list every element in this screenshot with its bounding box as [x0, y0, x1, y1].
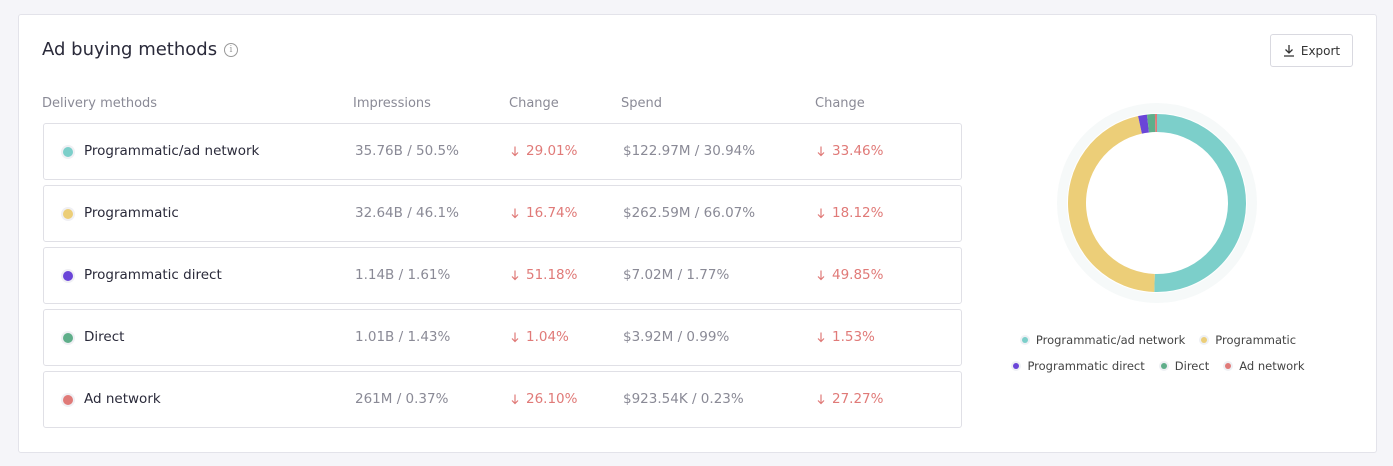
cell-text: 261M / 0.37%: [355, 391, 449, 407]
column-header: Spend: [621, 96, 662, 111]
legend-dot: [1201, 337, 1208, 343]
change-value: 49.85%: [832, 267, 884, 283]
table-row: Programmatic/ad network 35.76B / 50.5% 29.…: [43, 123, 962, 180]
cell-text: 1.14B / 1.61%: [355, 267, 451, 283]
legend-item: Direct: [1160, 359, 1210, 373]
arrow-shape: [511, 146, 519, 157]
down-arrow: [817, 208, 825, 219]
change-cell: 51.18%: [511, 248, 577, 303]
method-name: Programmatic/ad network: [84, 143, 260, 159]
change-cell: 27.27%: [817, 372, 883, 427]
down-arrow: [817, 394, 825, 405]
down-arrow: [817, 332, 825, 343]
export-button[interactable]: Export: [1270, 34, 1353, 67]
legend-label: Direct: [1174, 359, 1210, 373]
cell-text: 32.64B / 46.1%: [355, 205, 459, 221]
arrow-shape: [511, 208, 519, 219]
change-value: 33.46%: [832, 143, 884, 159]
cell-text: $7.02M / 1.77%: [623, 267, 730, 283]
row-dot: [63, 209, 73, 219]
change-cell: 18.12%: [817, 186, 883, 241]
method-name: Ad network: [84, 391, 161, 407]
donut-halo: [1057, 103, 1257, 303]
change-cell: 1.53%: [817, 310, 875, 365]
legend-item: Ad network: [1225, 359, 1305, 373]
change-value: 29.01%: [526, 143, 578, 159]
arrow-shape: [511, 270, 519, 281]
legend-item: Programmatic/ad network: [1021, 333, 1186, 347]
change-cell: 29.01%: [511, 124, 577, 179]
info-icon[interactable]: i: [224, 43, 238, 57]
method-name: Programmatic: [84, 205, 179, 221]
legend-dot: [1013, 363, 1020, 369]
method-name: Direct: [84, 329, 125, 345]
column-header: Delivery methods: [42, 96, 158, 111]
change-cell: 49.85%: [817, 248, 883, 303]
arrow-shape: [817, 332, 825, 343]
cell-text: $122.97M / 30.94%: [623, 143, 756, 159]
arrow-shape: [817, 146, 825, 157]
legend-dot: [1021, 337, 1028, 343]
change-value: 1.53%: [832, 329, 875, 345]
download-icon: [1283, 45, 1294, 57]
row-dot: [63, 147, 73, 157]
change-value: 26.10%: [526, 391, 578, 407]
card: Ad buying methods i Export Delivery meth…: [18, 14, 1377, 453]
cell-text: 35.76B / 50.5%: [355, 143, 459, 159]
down-arrow: [511, 394, 519, 405]
change-cell: 26.10%: [511, 372, 577, 427]
export-label: Export: [1300, 43, 1341, 58]
change-value: 1.04%: [526, 329, 569, 345]
donut-segment: [1154, 114, 1246, 292]
legend-label: Ad network: [1239, 359, 1305, 373]
change-value: 27.27%: [832, 391, 884, 407]
down-arrow: [511, 146, 519, 157]
donut-chart: [1057, 103, 1257, 303]
change-value: 18.12%: [832, 205, 884, 221]
row-dot: [63, 333, 73, 343]
method-name: Programmatic direct: [84, 267, 222, 283]
change-value: 16.74%: [526, 205, 578, 221]
down-arrow: [817, 270, 825, 281]
table-row: Programmatic 32.64B / 46.1% 16.74% $262.59M…: [43, 185, 962, 242]
column-header: Change: [509, 96, 559, 111]
cell-text: $3.92M / 0.99%: [623, 329, 730, 345]
legend-label: Programmatic/ad network: [1035, 333, 1186, 347]
row-dot: [63, 395, 73, 405]
table-row: Direct 1.01B / 1.43% 1.04% $3.92M / 0.99% 1.…: [43, 309, 962, 366]
legend: Programmatic/ad network Programmatic Progr…: [1009, 333, 1309, 373]
legend-dot: [1160, 363, 1167, 369]
donut-segment: [1068, 116, 1155, 292]
cell-text: $923.54K / 0.23%: [623, 391, 744, 407]
column-header: Change: [815, 96, 865, 111]
donut-segment: [1138, 114, 1150, 134]
legend-item: Programmatic: [1201, 333, 1296, 347]
arrow-shape: [511, 332, 519, 343]
row-dot: [63, 271, 73, 281]
title: Ad buying methods: [42, 39, 218, 60]
change-value: 51.18%: [526, 267, 578, 283]
down-arrow: [511, 208, 519, 219]
legend-label: Programmatic direct: [1027, 359, 1145, 373]
table-row: Ad network 261M / 0.37% 26.10% $923.54K / 0…: [43, 371, 962, 428]
change-cell: 16.74%: [511, 186, 577, 241]
arrow-shape: [817, 208, 825, 219]
down-arrow: [511, 270, 519, 281]
down-arrow: [511, 332, 519, 343]
table-row: Programmatic direct 1.14B / 1.61% 51.18% $7…: [43, 247, 962, 304]
legend-item: Programmatic direct: [1013, 359, 1145, 373]
cell-text: $262.59M / 66.07%: [623, 205, 756, 221]
change-cell: 33.46%: [817, 124, 883, 179]
down-arrow: [817, 146, 825, 157]
change-cell: 1.04%: [511, 310, 569, 365]
arrow-shape: [817, 270, 825, 281]
legend-dot: [1225, 363, 1232, 369]
column-header: Impressions: [353, 96, 431, 111]
arrow-shape: [817, 394, 825, 405]
legend-label: Programmatic: [1215, 333, 1297, 347]
arrow-shape: [511, 394, 519, 405]
cell-text: 1.01B / 1.43%: [355, 329, 451, 345]
